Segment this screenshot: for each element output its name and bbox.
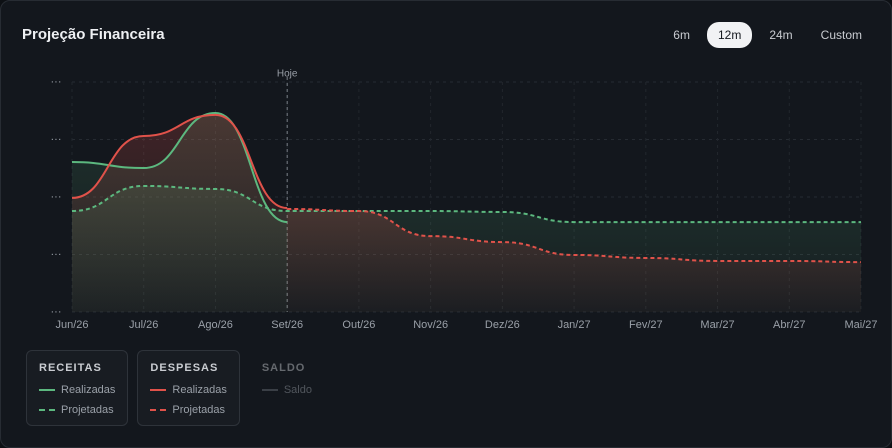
legend-label: Saldo xyxy=(283,383,312,396)
x-tick-label: Jul/26 xyxy=(129,319,158,331)
y-tick-label: ··· xyxy=(51,133,62,145)
legend-item[interactable]: Realizadas xyxy=(150,382,227,397)
x-tick-label: Set/26 xyxy=(271,319,303,331)
legend-swatch xyxy=(39,388,55,391)
series-line xyxy=(71,184,861,224)
legend-swatch xyxy=(261,388,278,391)
x-tick-label: Fev/27 xyxy=(629,319,663,331)
y-tick-label: ··· xyxy=(51,306,62,318)
x-tick-label: Mai/27 xyxy=(844,319,877,331)
x-tick-label: Ago/26 xyxy=(198,319,233,331)
range-tab[interactable]: Custom xyxy=(820,28,862,42)
legend-label: Realizadas xyxy=(172,383,227,396)
chart: ···············Jun/26 Jul/26 Ago/26 Set/26 O… xyxy=(51,69,878,331)
x-tick-label: Jan/27 xyxy=(558,319,591,331)
legend-group-title: RECEITAS xyxy=(39,362,102,374)
legend-group-title: SALDO xyxy=(261,362,306,374)
series-line xyxy=(287,207,862,264)
legend-group: DESPESAS Realizadas Projetadas xyxy=(137,350,240,426)
legend-swatch xyxy=(39,408,55,411)
legend-label: Realizadas xyxy=(61,383,116,396)
series-area xyxy=(287,208,861,312)
x-tick-label: Out/26 xyxy=(342,319,375,331)
legend-swatch xyxy=(150,388,167,391)
x-tick-label: Abr/27 xyxy=(773,319,805,331)
legend-label: Projetadas xyxy=(172,403,226,416)
title: Projeção Financeira xyxy=(22,26,165,43)
legend-item[interactable]: Realizadas xyxy=(39,382,115,397)
y-tick-label: ··· xyxy=(51,248,62,260)
legend-swatch xyxy=(150,408,167,411)
legend-label: Projetadas xyxy=(61,403,114,416)
range-tab[interactable]: 6m xyxy=(673,28,690,42)
series-line xyxy=(71,112,288,224)
legend-item[interactable]: Projetadas xyxy=(39,402,115,417)
range-tabs: 6m 12m 24m Custom xyxy=(662,22,873,48)
series-area xyxy=(72,114,288,312)
y-tick-label: ··· xyxy=(51,76,62,88)
legend-item[interactable]: Projetadas xyxy=(150,402,226,417)
x-tick-label: Nov/26 xyxy=(413,319,448,331)
legend-group: RECEITAS Realizadas Projetadas xyxy=(26,350,129,426)
legend-group-title: DESPESAS xyxy=(150,362,219,374)
x-tick-label: Dez/26 xyxy=(485,319,520,331)
legend-item[interactable]: Saldo xyxy=(261,382,338,397)
legend: RECEITAS Realizadas Projetadas DESPESAS Real… xyxy=(26,350,351,426)
legend-group: SALDO Saldo xyxy=(249,350,351,426)
x-tick-label: Mar/27 xyxy=(700,319,734,331)
today-label: Hoje xyxy=(277,69,298,80)
series-line xyxy=(71,113,288,210)
range-tab[interactable]: 12m xyxy=(706,22,753,48)
x-tick-label: Jun/26 xyxy=(55,319,88,331)
y-tick-label: ··· xyxy=(51,191,62,203)
range-tab[interactable]: 24m xyxy=(769,28,793,42)
